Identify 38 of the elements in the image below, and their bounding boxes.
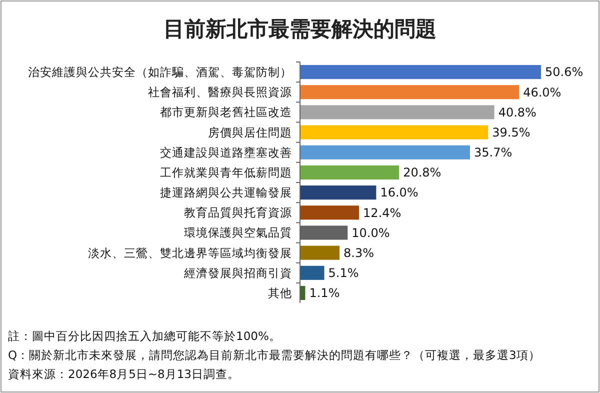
bar [300,85,520,100]
data-label: 12.4% [363,206,402,220]
bar [300,105,494,120]
y-tick-label: 都市更新與老舊社區改造 [160,105,292,120]
bar [300,125,488,140]
data-label: 8.3% [344,246,374,260]
bar [300,145,470,160]
y-tick-label: 治安維護與公共安全（如詐騙、酒駕、毒駕防制） [28,65,292,80]
bar [300,186,376,200]
y-tick-label: 經濟發展與招商引資 [183,266,292,280]
data-label: 10.0% [352,226,390,240]
y-tick-label: 淡水、三鶯、雙北邊界等區域均衡發展 [88,246,292,260]
source-note: 資料來源：2026年8月5日~8月13日調查。 [8,367,240,381]
data-label: 40.8% [498,105,536,120]
bar [300,246,340,260]
y-tick-label: 環境保護與空氣品質 [184,226,292,240]
data-label: 5.1% [328,266,359,280]
data-label: 50.6% [545,65,584,80]
y-tick-label: 交通建設與道路壅塞改善 [160,145,292,160]
data-label: 39.5% [492,125,530,140]
data-label: 35.7% [474,146,512,160]
bar [300,165,400,180]
text: 註：圖中百分比因四捨五入加總可能不等於100%。 [8,329,281,343]
y-tick-label: 社會福利、醫療與長照資源 [148,85,292,100]
bar [300,266,324,280]
y-tick-label: 工作就業與青年低薪問題 [160,165,292,180]
text: Q：關於新北市未來發展，請問您認為目前新北市最需要解決的問題有哪些？（可複選，最多選3項） [8,348,540,362]
bar [300,65,541,80]
y-tick-label: 教育品質與托育資源 [184,206,292,220]
y-tick-label: 房價與居住問題 [208,125,292,140]
data-label: 16.0% [380,186,418,200]
data-label: 20.8% [403,166,442,180]
data-label: 46.0% [523,85,562,100]
y-tick-label: 捷運路網與公共運輸發展 [160,186,292,200]
bar [300,206,360,220]
y-tick-label: 其他 [268,286,292,300]
data-label: 1.1% [309,286,340,300]
chart-title: 目前新北市最需要解決的問題 [164,17,436,41]
